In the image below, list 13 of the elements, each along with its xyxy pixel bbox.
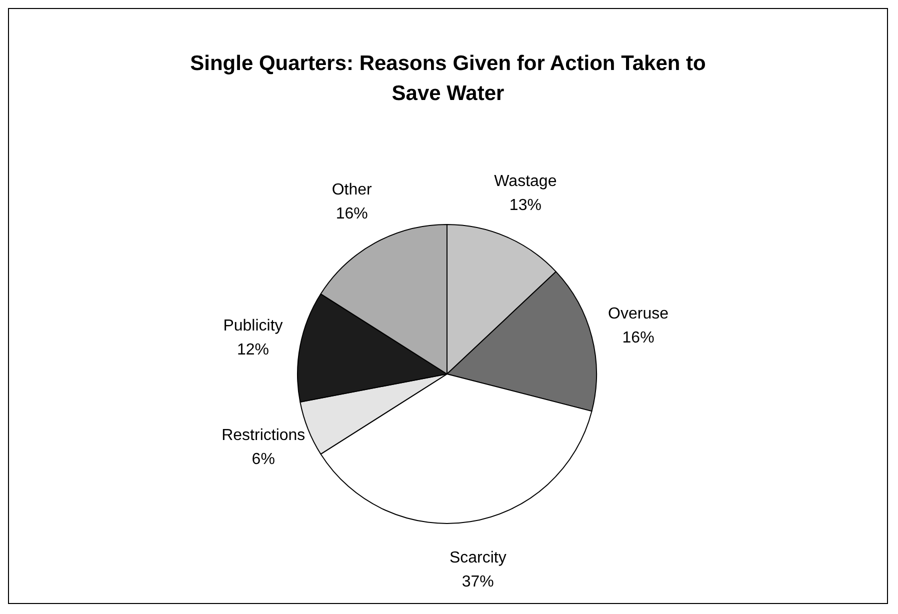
slice-label: Overuse [608, 305, 669, 322]
data-label: 12% [236, 341, 270, 358]
slice-label: Restrictions [222, 427, 306, 444]
slice-label: Publicity [223, 317, 283, 334]
data-label: 13% [509, 197, 542, 214]
data-label: 6% [252, 451, 275, 468]
chart-title: Single Quarters: Reasons Given for Action Taken to Save Water [189, 51, 707, 107]
data-label: 37% [462, 573, 494, 590]
data-label: 16% [622, 329, 654, 346]
slice-label: Other [332, 181, 373, 198]
slice-label: Wastage [494, 173, 557, 190]
slice-label: Scarcity [449, 549, 506, 566]
data-label: 16% [336, 205, 368, 222]
